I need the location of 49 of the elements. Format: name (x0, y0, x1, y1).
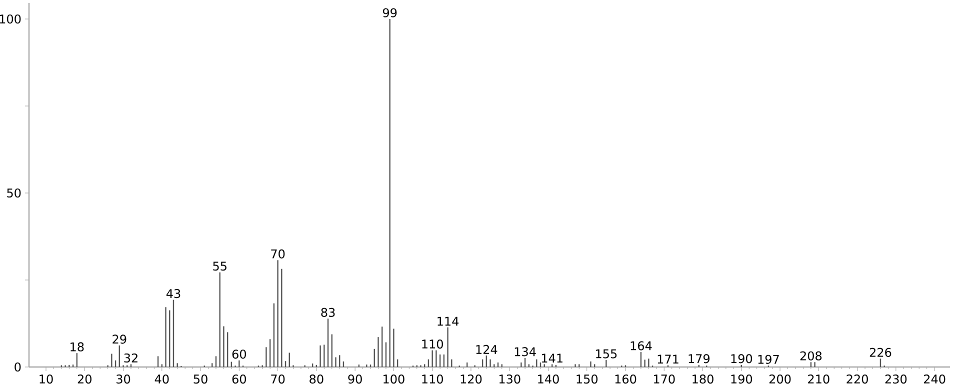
annotation: 164 (630, 341, 652, 350)
annotation: 141 (542, 354, 562, 363)
x-tick-label: 220 (846, 374, 868, 384)
x-tick-label: 180 (692, 374, 714, 384)
x-tick-label: 50 (194, 374, 208, 384)
x-tick-label: 160 (615, 374, 636, 384)
annotation: 208 (800, 351, 822, 360)
annotation: 226 (870, 348, 892, 357)
annotation: 18 (70, 342, 84, 352)
annotation: 60 (232, 350, 246, 359)
x-tick-label: 80 (310, 374, 324, 384)
x-tick-label: 240 (924, 374, 946, 384)
x-tick-label: 210 (808, 374, 830, 384)
annotation: 83 (321, 308, 335, 317)
y-tick-label: 0 (14, 362, 21, 372)
x-tick-label: 60 (232, 374, 246, 384)
y-tick-label: 50 (7, 188, 21, 198)
x-tick-label: 100 (384, 374, 404, 384)
annotation: 197 (758, 354, 779, 364)
annotation: 179 (688, 354, 710, 364)
x-tick-label: 30 (116, 374, 130, 384)
annotation: 114 (438, 316, 459, 326)
x-tick-label: 70 (271, 374, 285, 384)
annotation: 55 (213, 262, 226, 271)
x-tick-label: 40 (154, 374, 169, 384)
annotation: 70 (271, 249, 285, 258)
x-tick-label: 90 (348, 374, 362, 384)
x-tick-label: 140 (538, 374, 559, 384)
annotation: 32 (124, 353, 138, 363)
annotation: 155 (596, 349, 617, 358)
x-tick-label: 130 (499, 374, 520, 384)
annotation: 29 (112, 334, 126, 344)
annotation: 43 (166, 289, 180, 298)
x-tick-label: 20 (78, 374, 92, 384)
x-tick-label: 120 (460, 374, 482, 384)
annotation: 134 (514, 347, 536, 356)
x-tick-label: 150 (576, 374, 598, 384)
annotation: 110 (422, 340, 443, 349)
annotation: 124 (476, 344, 498, 354)
x-tick-label: 10 (40, 374, 53, 384)
x-tick-label: 190 (731, 374, 752, 384)
x-tick-label: 200 (769, 374, 791, 384)
x-tick-label: 170 (654, 374, 675, 384)
annotation: 171 (658, 354, 678, 364)
annotation: 99 (382, 8, 397, 18)
x-tick-label: 110 (422, 374, 443, 384)
x-tick-label: 230 (885, 374, 907, 384)
annotation: 190 (731, 354, 752, 364)
y-tick-label: 100 (0, 14, 21, 24)
